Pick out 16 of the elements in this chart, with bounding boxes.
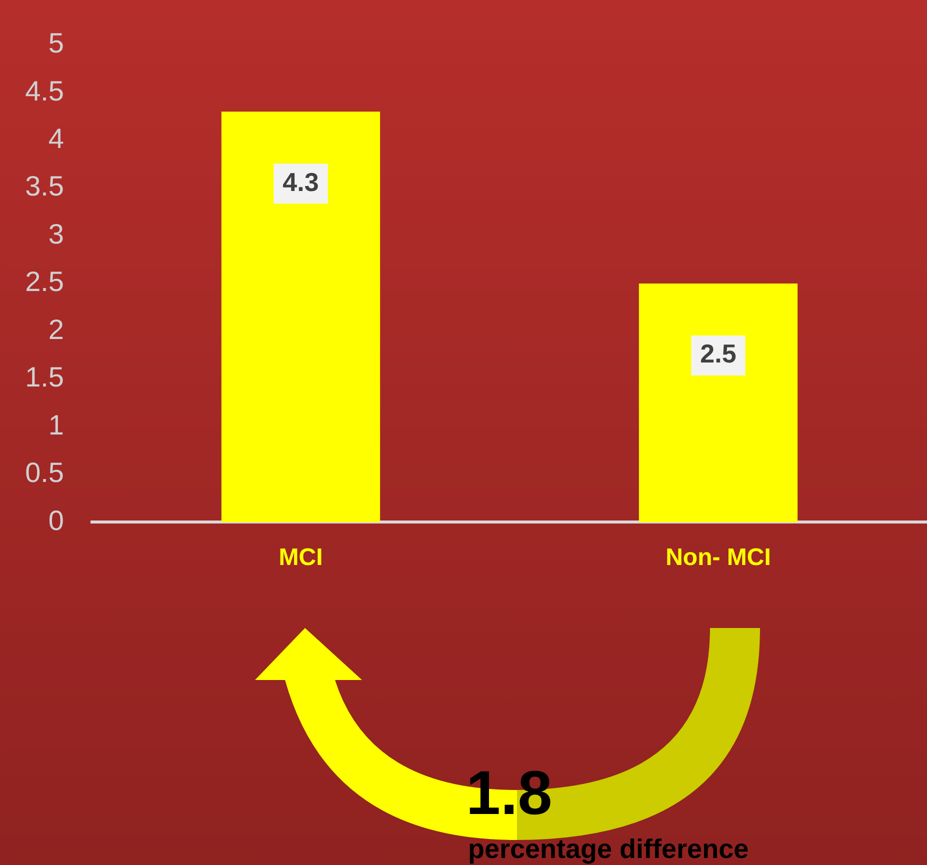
x-tick-label: Non- MCI: [666, 544, 771, 572]
y-tick-label: 5: [48, 28, 64, 59]
y-tick-label: 0.5: [25, 457, 64, 488]
data-label: 4.3: [282, 166, 319, 197]
y-tick-label: 3: [48, 218, 64, 250]
y-tick-label: 1.5: [25, 362, 64, 393]
y-tick-label: 1: [48, 409, 64, 440]
y-tick-label: 3.5: [25, 170, 64, 202]
y-tick-label: 0: [48, 504, 64, 536]
y-tick-label: 2.5: [25, 266, 64, 298]
text: percentage difference: [468, 834, 749, 865]
y-tick-label: 2: [48, 314, 64, 345]
data-label: 2.5: [700, 338, 736, 369]
y-tick-label: 4.5: [25, 75, 64, 106]
y-tick-label: 4: [48, 123, 64, 154]
x-tick-label: MCI: [278, 544, 323, 572]
